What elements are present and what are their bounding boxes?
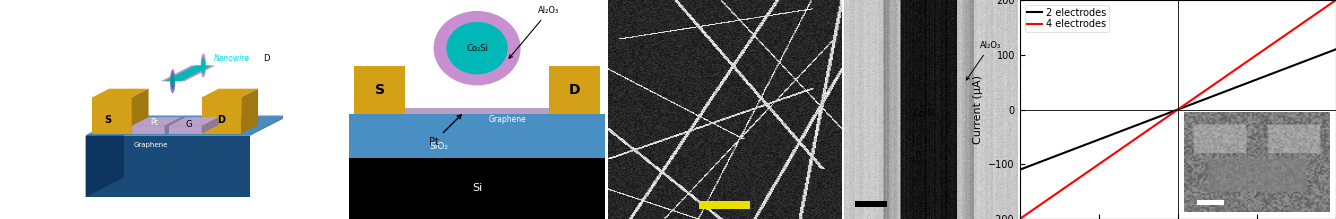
Polygon shape [164, 65, 211, 81]
4 electrodes [1011, 218, 1027, 219]
Line: 4 electrodes: 4 electrodes [1019, 0, 1336, 219]
Bar [549, 66, 600, 114]
Ellipse shape [202, 57, 206, 74]
Text: S: S [104, 115, 111, 125]
2 electrodes [1011, 168, 1027, 171]
Polygon shape [202, 89, 258, 97]
Bar [855, 201, 887, 207]
4 electrodes [1299, 19, 1315, 22]
Text: Graphene: Graphene [134, 142, 168, 148]
4 electrodes [1328, 0, 1336, 1]
Text: D: D [569, 83, 580, 97]
Text: Pt: Pt [162, 93, 170, 102]
Ellipse shape [200, 53, 206, 78]
Bar [349, 158, 605, 219]
Polygon shape [132, 126, 164, 134]
Bar [349, 114, 605, 158]
Polygon shape [132, 117, 182, 126]
Polygon shape [202, 117, 219, 134]
Text: D: D [218, 115, 226, 125]
Ellipse shape [171, 73, 175, 90]
Polygon shape [86, 136, 250, 197]
Polygon shape [168, 117, 219, 126]
Polygon shape [168, 126, 202, 134]
Text: Pt: Pt [429, 115, 461, 147]
Polygon shape [86, 116, 124, 197]
Polygon shape [164, 117, 182, 134]
2 electrodes [1279, 67, 1295, 69]
2 electrodes [1328, 48, 1336, 51]
Text: Co₂Si: Co₂Si [914, 109, 935, 118]
2 electrodes [1198, 97, 1214, 100]
Text: Co₂Si: Co₂Si [466, 44, 488, 53]
Polygon shape [132, 89, 148, 134]
Text: SiO₂: SiO₂ [429, 142, 448, 151]
Text: S: S [375, 83, 385, 97]
Polygon shape [92, 89, 148, 97]
Polygon shape [92, 97, 132, 134]
Text: Al₂O₃: Al₂O₃ [509, 6, 560, 58]
Text: Al₂O₃: Al₂O₃ [966, 41, 1001, 80]
Ellipse shape [170, 69, 175, 93]
2 electrodes [1205, 95, 1221, 97]
Text: G: G [186, 120, 192, 129]
2 electrodes [1299, 59, 1315, 62]
4 electrodes [1205, 84, 1221, 86]
Bar [699, 201, 749, 209]
4 electrodes [1200, 87, 1216, 90]
Text: Pt: Pt [150, 118, 158, 127]
Polygon shape [86, 115, 289, 135]
Polygon shape [160, 65, 215, 81]
Y-axis label: Current (μA): Current (μA) [973, 75, 983, 144]
Bar [405, 108, 549, 114]
Text: D: D [263, 54, 270, 63]
Line: 2 electrodes: 2 electrodes [1019, 49, 1336, 170]
4 electrodes [1279, 33, 1295, 36]
Circle shape [434, 11, 521, 85]
Legend: 2 electrodes, 4 electrodes: 2 electrodes, 4 electrodes [1025, 5, 1109, 32]
Bar [354, 66, 405, 114]
Polygon shape [242, 89, 258, 134]
Text: Si: Si [472, 183, 482, 193]
4 electrodes [1198, 88, 1214, 91]
Polygon shape [86, 116, 289, 136]
4 electrodes [1013, 217, 1029, 219]
2 electrodes [1200, 97, 1216, 99]
Circle shape [446, 22, 508, 74]
2 electrodes [1013, 168, 1029, 171]
Text: Graphene: Graphene [489, 115, 526, 124]
Polygon shape [202, 97, 242, 134]
Text: Nanowire: Nanowire [214, 54, 250, 64]
